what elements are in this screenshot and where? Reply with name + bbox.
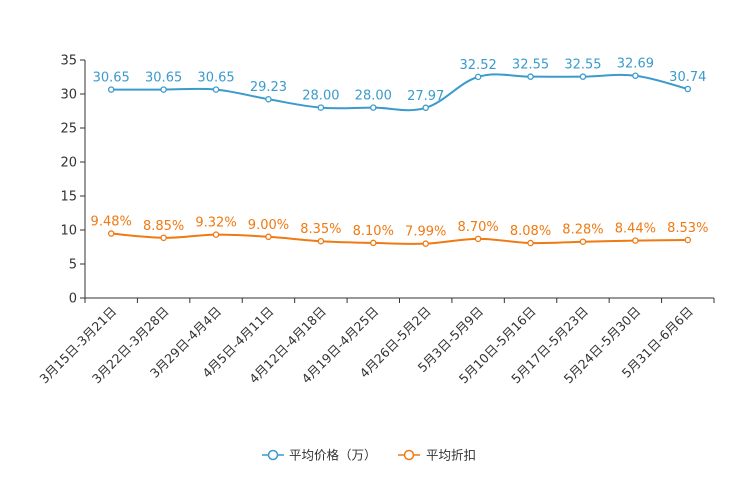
data-label: 8.44% bbox=[615, 222, 656, 237]
data-point bbox=[317, 237, 325, 245]
data-label: 30.65 bbox=[93, 71, 130, 86]
legend-label: 平均折扣 bbox=[426, 448, 476, 463]
data-point bbox=[107, 86, 115, 93]
data-point bbox=[527, 239, 534, 247]
data-point bbox=[684, 236, 692, 244]
data-point bbox=[422, 240, 429, 247]
data-point bbox=[370, 104, 377, 111]
data-label: 9.00% bbox=[248, 218, 289, 233]
y-tick-label: 25 bbox=[60, 122, 77, 137]
data-label: 9.32% bbox=[195, 216, 236, 231]
legend-swatch-marker bbox=[267, 449, 279, 461]
y-tick-label: 30 bbox=[60, 88, 77, 103]
y-tick-label: 15 bbox=[60, 190, 77, 205]
data-label: 30.74 bbox=[669, 70, 706, 85]
y-tick-label: 5 bbox=[69, 258, 77, 273]
y-tick-label: 20 bbox=[60, 156, 77, 171]
data-label: 32.55 bbox=[564, 58, 601, 73]
legend-item-1[interactable]: 平均价格（万） bbox=[262, 448, 377, 463]
data-label: 32.55 bbox=[512, 58, 549, 73]
y-tick-label: 0 bbox=[69, 292, 77, 307]
data-point bbox=[684, 85, 692, 93]
data-point bbox=[527, 73, 534, 80]
data-point bbox=[160, 86, 167, 93]
data-label: 32.52 bbox=[460, 58, 497, 73]
data-point bbox=[160, 234, 167, 242]
data-point bbox=[212, 231, 220, 238]
data-label: 30.65 bbox=[145, 71, 182, 86]
data-point bbox=[579, 73, 587, 80]
legend[interactable]: 平均价格（万） 平均折扣 bbox=[262, 448, 476, 463]
legend-label: 平均价格（万） bbox=[289, 448, 377, 463]
data-point bbox=[632, 72, 639, 79]
y-tick-label: 10 bbox=[60, 224, 77, 239]
data-label: 28.00 bbox=[355, 89, 392, 104]
series-line bbox=[111, 73, 689, 112]
data-point bbox=[474, 235, 482, 243]
data-label: 8.85% bbox=[143, 219, 184, 234]
data-label: 8.28% bbox=[562, 223, 603, 238]
data-point bbox=[579, 238, 587, 245]
data-point bbox=[107, 230, 115, 237]
series-line bbox=[111, 232, 688, 245]
data-point bbox=[317, 104, 325, 111]
data-point bbox=[370, 239, 377, 247]
legend-item-2[interactable]: 平均折扣 bbox=[398, 448, 476, 463]
data-point bbox=[422, 104, 429, 112]
y-tick-label: 35 bbox=[60, 54, 77, 69]
data-label: 8.70% bbox=[457, 220, 498, 235]
data-point bbox=[212, 86, 220, 93]
data-label: 7.99% bbox=[405, 225, 446, 240]
data-label: 27.97 bbox=[407, 89, 444, 104]
data-label: 30.65 bbox=[197, 71, 234, 86]
series-1: 30.65 30.65 30.65 29.23 28.00 28.00 27.97 32.52… bbox=[93, 57, 706, 112]
legend-swatch-marker bbox=[403, 449, 415, 461]
data-label: 8.53% bbox=[667, 221, 708, 236]
series-layer: 30.65 30.65 30.65 29.23 28.00 28.00 27.97 32.52… bbox=[91, 57, 708, 247]
data-label: 29.23 bbox=[250, 80, 287, 95]
data-label: 8.35% bbox=[300, 222, 341, 237]
data-label: 32.69 bbox=[617, 57, 654, 72]
series-2: 9.48% 8.85% 9.32% 9.00% 8.35% 8.10% 7.99% 8.70%… bbox=[91, 215, 708, 247]
data-label: 8.08% bbox=[510, 224, 551, 239]
data-point bbox=[632, 237, 639, 244]
data-label: 9.48% bbox=[91, 215, 132, 230]
data-point bbox=[265, 95, 272, 103]
data-point bbox=[474, 73, 482, 81]
data-label: 8.10% bbox=[353, 224, 394, 239]
data-point bbox=[265, 233, 272, 241]
data-label: 28.00 bbox=[302, 89, 339, 104]
